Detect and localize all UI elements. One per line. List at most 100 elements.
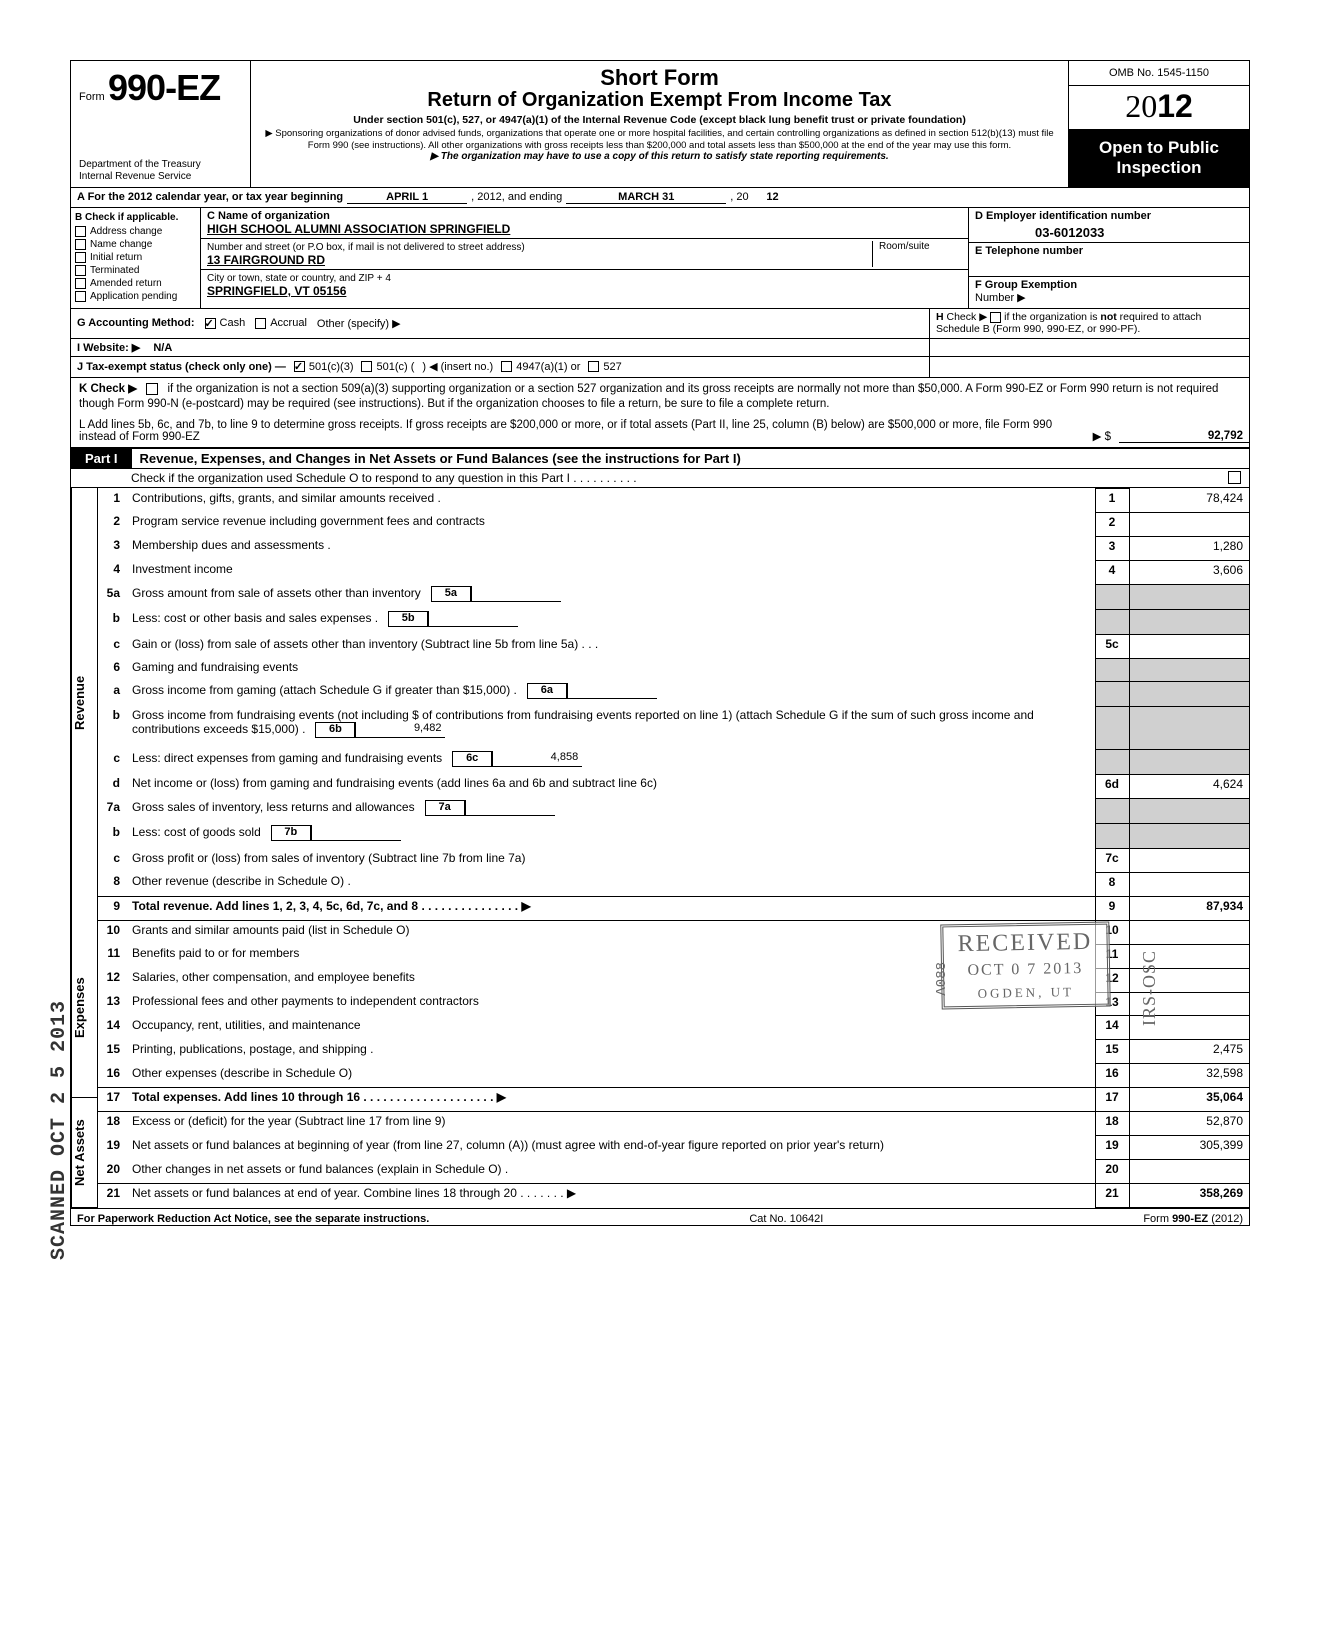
line-1: 1Contributions, gifts, grants, and simil… (98, 489, 1249, 513)
line-16: 16Other expenses (describe in Schedule O… (98, 1064, 1249, 1088)
footer-left: For Paperwork Reduction Act Notice, see … (77, 1213, 429, 1225)
row-a-mid: , 2012, and ending (471, 191, 562, 203)
tax-year: 2012 (1069, 86, 1249, 130)
chk-cash[interactable]: Cash (205, 317, 246, 329)
street-value: 13 FAIRGROUND RD (207, 253, 325, 267)
g-other: Other (specify) ▶ (317, 317, 401, 330)
row-l: L Add lines 5b, 6c, and 7b, to line 9 to… (71, 417, 1249, 448)
row-a-prefix: A For the 2012 calendar year, or tax yea… (77, 191, 343, 203)
line-6d: dNet income or (loss) from gaming and fu… (98, 774, 1249, 798)
f-label2: Number ▶ (975, 292, 1026, 304)
part1-checkbox[interactable] (1228, 471, 1241, 484)
chk-501c[interactable]: 501(c) ( (361, 361, 414, 373)
g-label: G Accounting Method: (77, 317, 195, 329)
stamp-code: A088 (934, 962, 950, 996)
l-text: L Add lines 5b, 6c, and 7b, to line 9 to… (79, 419, 1085, 443)
c-label: C Name of organization (207, 210, 330, 222)
room-suite-label: Room/suite (872, 241, 962, 267)
line-15: 15Printing, publications, postage, and s… (98, 1040, 1249, 1064)
side-netassets: Net Assets (71, 1098, 97, 1208)
street-label: Number and street (or P.O box, if mail i… (207, 242, 525, 253)
line-18: 18Excess or (deficit) for the year (Subt… (98, 1112, 1249, 1136)
year-bold: 12 (1157, 88, 1193, 124)
col-b-header: B Check if applicable. (75, 212, 196, 223)
org-name: HIGH SCHOOL ALUMNI ASSOCIATION SPRINGFIE… (207, 222, 510, 236)
j-insert: ) ◀ (insert no.) (422, 360, 493, 373)
side-revenue: Revenue (71, 488, 97, 918)
chk-4947[interactable]: 4947(a)(1) or (501, 361, 580, 373)
subtitle: Under section 501(c), 527, or 4947(a)(1)… (261, 114, 1058, 127)
lines-table: 1Contributions, gifts, grants, and simil… (98, 488, 1249, 1208)
dept-irs: Internal Revenue Service (79, 171, 242, 183)
l-amount: 92,792 (1119, 430, 1249, 443)
dept-treasury: Department of the Treasury (79, 159, 242, 171)
chk-527[interactable]: 527 (588, 361, 621, 373)
c-name-block: C Name of organization HIGH SCHOOL ALUMN… (201, 208, 968, 239)
row-a-suffix: , 20 (730, 191, 748, 203)
footer-right: Form Form 990-EZ (2012)990-EZ (2012) (1143, 1213, 1243, 1225)
line-6b: bGross income from fundraising events (n… (98, 706, 1249, 749)
chk-accrual[interactable]: Accrual (255, 317, 307, 329)
line-7a: 7aGross sales of inventory, less returns… (98, 798, 1249, 823)
row-a-begin: APRIL 1 (347, 191, 467, 204)
ein-value: 03-6012033 (975, 222, 1243, 240)
col-b: B Check if applicable. Address change Na… (71, 208, 201, 308)
row-a-end: MARCH 31 (566, 191, 726, 204)
f-group-block: F Group Exemption Number ▶ (969, 277, 1249, 306)
row-j: J Tax-exempt status (check only one) — 5… (71, 357, 1249, 378)
chk-name-change[interactable]: Name change (75, 239, 196, 250)
chk-address-change[interactable]: Address change (75, 226, 196, 237)
block-bcdef: B Check if applicable. Address change Na… (71, 208, 1249, 309)
l-arrow: ▶ $ (1085, 429, 1119, 443)
line-5b: bLess: cost or other basis and sales exp… (98, 609, 1249, 634)
line-20: 20Other changes in net assets or fund ba… (98, 1160, 1249, 1184)
line-19: 19Net assets or fund balances at beginni… (98, 1136, 1249, 1160)
part1-title: Revenue, Expenses, and Changes in Net As… (132, 449, 749, 468)
line-7c: cGross profit or (loss) from sales of in… (98, 849, 1249, 873)
form-prefix: Form (79, 91, 105, 103)
open-to-public: Open to Public Inspection (1069, 130, 1249, 187)
chk-pending[interactable]: Application pending (75, 291, 196, 302)
dept-block: Department of the Treasury Internal Reve… (79, 159, 242, 183)
part1-check-text: Check if the organization used Schedule … (131, 471, 1228, 485)
header-right: OMB No. 1545-1150 2012 Open to Public In… (1069, 61, 1249, 187)
line-14: 14Occupancy, rent, utilities, and mainte… (98, 1016, 1249, 1040)
line-6a: aGross income from gaming (attach Schedu… (98, 681, 1249, 706)
c-city-block: City or town, state or country, and ZIP … (201, 270, 968, 300)
e-label: E Telephone number (975, 245, 1083, 257)
line-4: 4Investment income43,606 (98, 560, 1249, 584)
row-a-yy: 12 (749, 191, 779, 203)
line-9: 9Total revenue. Add lines 1, 2, 3, 4, 5c… (98, 896, 1249, 920)
i-value: N/A (153, 342, 172, 354)
row-k: K Check ▶ if the organization is not a s… (71, 378, 1249, 417)
side-expenses: Expenses (71, 918, 97, 1098)
omb-number: OMB No. 1545-1150 (1069, 61, 1249, 86)
line-5c: cGain or (loss) from sale of assets othe… (98, 635, 1249, 659)
copy-note: ▶ The organization may have to use a cop… (261, 151, 1058, 162)
chk-initial-return[interactable]: Initial return (75, 252, 196, 263)
line-6: 6Gaming and fundraising events (98, 658, 1249, 681)
title-short-form: Short Form (261, 65, 1058, 91)
chk-amended[interactable]: Amended return (75, 278, 196, 289)
stamp-received: RECEIVED (958, 929, 1093, 958)
c-street-block: Number and street (or P.O box, if mail i… (201, 239, 968, 270)
line-2: 2Program service revenue including gover… (98, 512, 1249, 536)
stamp-date: OCT 0 7 2013 (958, 960, 1093, 980)
footer-mid: Cat No. 10642I (749, 1213, 823, 1225)
form-number: 990-EZ (108, 67, 220, 108)
open-line2: Inspection (1073, 158, 1245, 178)
year-prefix: 20 (1125, 88, 1157, 124)
part1-header: Part I Revenue, Expenses, and Changes in… (71, 448, 1249, 469)
irs-osc-stamp: IRS-OSC (1139, 950, 1160, 1026)
d-label: D Employer identification number (975, 210, 1151, 222)
scanned-stamp: SCANNED OCT 2 5 2013 (48, 1000, 71, 1260)
row-i: I Website: ▶ N/A (71, 339, 1249, 357)
line-5a: 5aGross amount from sale of assets other… (98, 584, 1249, 609)
e-phone-block: E Telephone number (969, 243, 1249, 277)
line-7b: bLess: cost of goods sold 7b (98, 823, 1249, 848)
f-label: F Group Exemption (975, 279, 1077, 291)
title-main: Return of Organization Exempt From Incom… (261, 89, 1058, 112)
d-ein-block: D Employer identification number 03-6012… (969, 208, 1249, 243)
chk-501c3[interactable]: 501(c)(3) (294, 361, 354, 373)
chk-terminated[interactable]: Terminated (75, 265, 196, 276)
